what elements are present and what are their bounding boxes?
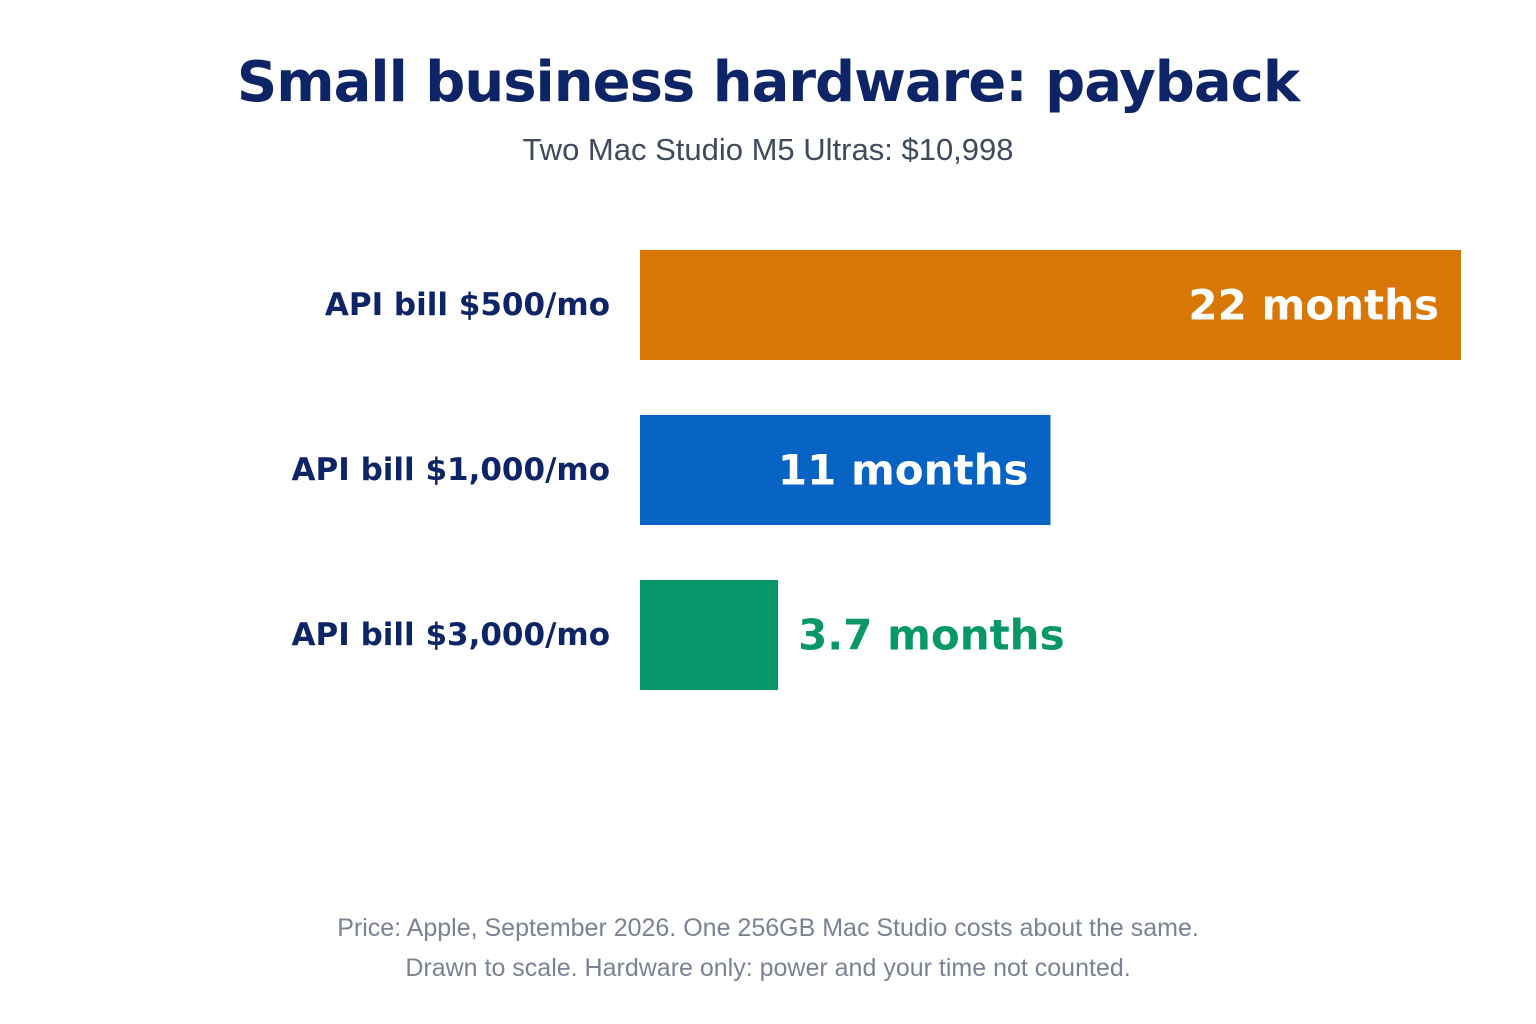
category-label: API bill $500/mo [325, 287, 610, 323]
value-label: 22 months [1188, 281, 1439, 330]
bar [640, 580, 779, 690]
category-label: API bill $3,000/mo [292, 617, 610, 653]
bar [640, 250, 1461, 360]
value-label: 3.7 months [798, 611, 1065, 660]
chart-title: Small business hardware: payback [236, 50, 1300, 115]
bar [640, 415, 1051, 525]
footnote-scale-note: Drawn to scale. Hardware only: power and… [405, 954, 1131, 982]
category-label: API bill $1,000/mo [292, 452, 610, 488]
value-label: 11 months [778, 446, 1029, 495]
footnote-source: Price: Apple, September 2026. One 256GB … [337, 914, 1199, 942]
chart-subtitle: Two Mac Studio M5 Ultras: $10,998 [522, 132, 1014, 167]
